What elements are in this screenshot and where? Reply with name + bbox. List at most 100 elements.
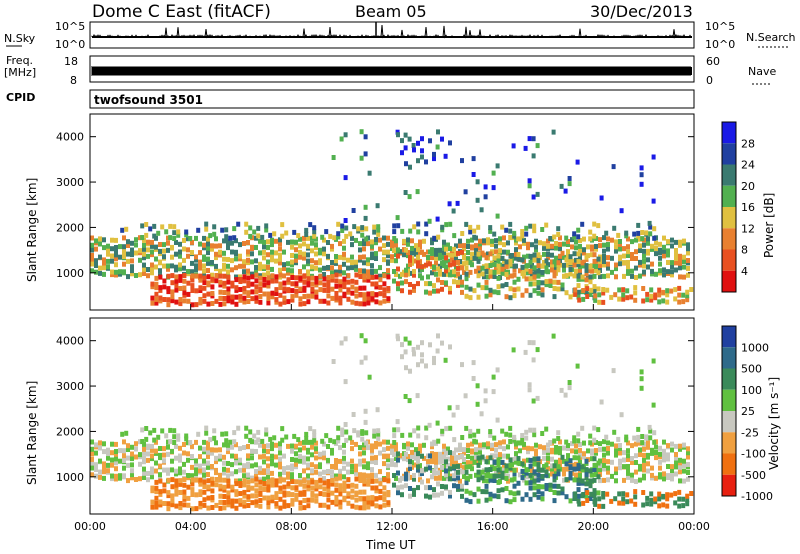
velocity-cell — [460, 362, 464, 368]
velocity-cell — [378, 469, 382, 475]
power-cell — [170, 254, 174, 260]
velocity-colorbar-label: Velocity [m s⁻¹] — [767, 377, 781, 470]
velocity-cell — [444, 426, 449, 432]
power-cell — [310, 275, 315, 281]
velocity-cell — [254, 462, 258, 468]
velocity-cell — [580, 478, 585, 484]
velocity-cell — [338, 445, 342, 451]
velocity-cell — [580, 425, 585, 431]
power-cell — [403, 190, 408, 195]
power-cell — [640, 236, 645, 242]
velocity-cell — [150, 466, 154, 472]
velocity-cell — [440, 428, 445, 434]
power-cell — [186, 298, 191, 304]
velocity-cell — [178, 453, 182, 459]
velocity-cell — [518, 472, 522, 478]
power-cell — [374, 274, 379, 280]
power-cell — [544, 279, 549, 284]
colorbar-swatch — [722, 389, 736, 411]
power-cell — [334, 269, 338, 275]
power-cell — [114, 272, 118, 278]
velocity-cell — [578, 447, 582, 453]
power-cell — [638, 243, 642, 249]
power-cell — [270, 242, 274, 248]
velocity-cell — [566, 453, 570, 459]
velocity-cell — [673, 500, 678, 506]
power-cell — [596, 270, 601, 276]
power-cell — [464, 293, 469, 299]
velocity-cell — [366, 478, 371, 484]
power-cell — [218, 289, 223, 295]
power-cell — [614, 266, 618, 272]
velocity-cell — [302, 498, 307, 503]
power-cell — [363, 151, 368, 157]
power-cell — [454, 256, 458, 262]
velocity-cell — [222, 470, 226, 476]
power-cell — [642, 263, 646, 269]
velocity-cell — [154, 489, 159, 495]
power-cell — [522, 240, 526, 246]
power-cell — [354, 272, 359, 278]
power-cell — [520, 292, 525, 298]
velocity-cell — [178, 466, 182, 472]
velocity-cell — [330, 474, 334, 480]
velocity-cell — [528, 485, 533, 491]
power-cell — [242, 274, 247, 280]
power-cell — [290, 294, 295, 300]
velocity-cell — [246, 503, 251, 508]
velocity-cell — [447, 405, 452, 411]
velocity-cell — [154, 504, 159, 510]
velocity-cell — [593, 497, 598, 503]
power-cell — [528, 268, 533, 274]
power-cell — [621, 292, 626, 298]
power-cell — [420, 275, 424, 281]
velocity-cell — [614, 443, 618, 449]
power-cell — [424, 159, 428, 165]
power-cell — [514, 240, 518, 246]
power-cell — [681, 292, 686, 298]
velocity-cell — [609, 498, 614, 504]
velocity-cell — [396, 427, 401, 433]
power-cell — [340, 228, 345, 233]
power-cell — [322, 265, 326, 271]
velocity-cell — [538, 444, 542, 450]
velocity-cell — [554, 466, 558, 472]
velocity-cell — [486, 444, 490, 450]
velocity-cell — [326, 483, 331, 489]
velocity-cell — [392, 482, 396, 488]
power-cell — [649, 297, 654, 303]
power-cell — [674, 260, 678, 266]
velocity-cell — [464, 497, 469, 503]
power-cell — [238, 297, 243, 303]
power-cell — [528, 276, 533, 282]
power-cell — [532, 288, 537, 294]
power-cell — [358, 301, 363, 307]
velocity-cell — [110, 457, 114, 463]
power-cell — [363, 215, 368, 221]
velocity-cell — [386, 439, 390, 445]
power-cell — [625, 288, 630, 294]
power-cell — [572, 231, 577, 237]
power-cell — [210, 291, 215, 296]
power-cell — [238, 274, 242, 280]
velocity-cell — [262, 443, 266, 449]
velocity-cell — [488, 432, 493, 438]
velocity-cell — [452, 483, 456, 489]
velocity-cell — [260, 438, 265, 444]
velocity-cell — [402, 456, 406, 462]
power-cell — [630, 239, 634, 245]
velocity-cell — [665, 503, 670, 509]
power-cell — [206, 280, 211, 286]
power-cell — [654, 240, 658, 246]
velocity-cell — [342, 495, 347, 501]
velocity-cell — [182, 494, 187, 500]
velocity-cell — [130, 472, 134, 478]
velocity-cell — [407, 340, 412, 346]
power-cell — [662, 267, 666, 273]
velocity-cell — [202, 497, 207, 503]
power-cell — [230, 240, 234, 246]
velocity-cell — [434, 451, 438, 457]
velocity-cell — [639, 369, 644, 375]
power-cell — [434, 247, 438, 253]
velocity-cell — [246, 453, 250, 459]
